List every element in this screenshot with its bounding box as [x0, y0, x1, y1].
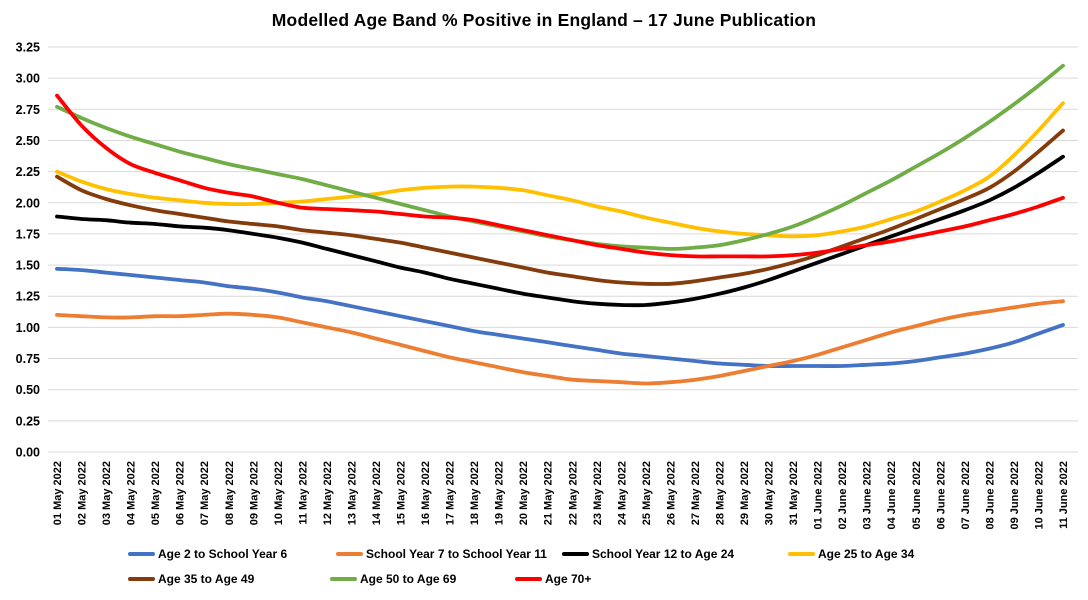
x-tick-label: 31 May 2022: [788, 461, 800, 525]
chart-title: Modelled Age Band % Positive in England …: [271, 10, 817, 30]
line-series-age-25-to-age-34: [55, 101, 1065, 239]
x-tick-label: 01 June 2022: [813, 461, 825, 530]
y-tick-label: 3.00: [16, 72, 40, 86]
x-tick-label: 04 May 2022: [126, 461, 138, 525]
x-tick-label: 29 May 2022: [739, 461, 751, 525]
x-tick-label: 16 May 2022: [420, 461, 432, 525]
y-tick-label: 1.00: [16, 321, 40, 335]
x-tick-label: 23 May 2022: [592, 461, 604, 525]
x-tick-label: 04 June 2022: [886, 461, 898, 530]
y-tick-label: 0.75: [16, 352, 40, 366]
x-tick-label: 27 May 2022: [690, 461, 702, 525]
line-series-school-year-7-to-school-year-11: [55, 299, 1065, 386]
x-tick-label: 07 May 2022: [199, 461, 211, 525]
x-tick-label: 09 June 2022: [1009, 461, 1021, 530]
x-tick-label: 13 May 2022: [346, 461, 358, 525]
y-tick-label: 2.25: [16, 165, 40, 179]
y-tick-label: 2.75: [16, 103, 40, 117]
x-tick-label: 05 May 2022: [150, 461, 162, 525]
x-tick-label: 11 June 2022: [1058, 461, 1070, 529]
x-tick-label: 01 May 2022: [52, 461, 64, 525]
x-tick-label: 22 May 2022: [567, 461, 579, 525]
x-tick-label: 10 May 2022: [273, 461, 285, 525]
line-series-age-35-to-age-49: [55, 128, 1065, 286]
x-tick-label: 03 May 2022: [101, 461, 113, 525]
x-tick-label: 08 May 2022: [224, 461, 236, 525]
x-tick-label: 10 June 2022: [1033, 461, 1045, 530]
x-tick-label: 30 May 2022: [764, 461, 776, 525]
x-tick-label: 24 May 2022: [616, 461, 628, 525]
x-tick-label: 21 May 2022: [543, 461, 555, 525]
x-tick-label: 26 May 2022: [665, 461, 677, 525]
y-tick-label: 2.50: [16, 134, 40, 148]
x-tick-label: 28 May 2022: [714, 461, 726, 525]
x-tick-label: 18 May 2022: [469, 461, 481, 525]
x-tick-label: 19 May 2022: [494, 461, 506, 525]
line-series-age-70: [55, 93, 1065, 259]
x-tick-label: 25 May 2022: [641, 461, 653, 525]
x-tick-label: 11 May 2022: [297, 461, 309, 525]
x-tick-label: 14 May 2022: [371, 461, 383, 525]
y-tick-label: 0.25: [16, 414, 40, 428]
x-tick-label: 17 May 2022: [445, 461, 457, 525]
y-tick-label: 2.00: [16, 196, 40, 210]
x-tick-label: 08 June 2022: [984, 461, 996, 530]
x-tick-label: 02 May 2022: [77, 461, 89, 525]
line-series-school-year-12-to-age-24: [55, 154, 1065, 308]
x-tick-label: 03 June 2022: [862, 461, 874, 530]
x-tick-label: 12 May 2022: [322, 461, 334, 525]
y-tick-label: 0.00: [16, 446, 40, 460]
x-tick-label: 20 May 2022: [518, 461, 530, 525]
y-tick-label: 1.50: [16, 259, 40, 273]
x-tick-label: 06 June 2022: [935, 461, 947, 530]
y-tick-label: 1.75: [16, 227, 40, 241]
line-series-age-2-to-school-year-6: [55, 266, 1065, 368]
x-tick-label: 07 June 2022: [960, 461, 972, 530]
x-tick-label: 06 May 2022: [175, 461, 187, 525]
x-tick-label: 09 May 2022: [248, 461, 260, 525]
y-tick-label: 1.25: [16, 290, 40, 304]
x-tick-label: 15 May 2022: [396, 461, 408, 525]
x-axis-labels: 01 May 2022 02 May 2022 03 May 2022 04 May …: [52, 461, 1070, 530]
x-tick-label: 02 June 2022: [837, 461, 849, 530]
y-tick-label: 3.25: [16, 41, 40, 55]
y-tick-label: 0.50: [16, 383, 40, 397]
x-tick-label: 05 June 2022: [911, 461, 923, 530]
gridlines: 0.00 0.25 0.50 0.75 1.00 1.25 1.50 1.75 2.00 2.25…: [16, 41, 1078, 460]
